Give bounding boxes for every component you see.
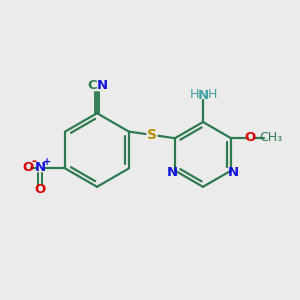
Text: N: N (96, 79, 108, 92)
Text: O: O (244, 131, 256, 144)
Text: C: C (88, 79, 98, 92)
Text: N: N (34, 161, 46, 174)
Text: S: S (147, 128, 157, 142)
Text: CH₃: CH₃ (259, 131, 282, 144)
Text: O: O (23, 161, 34, 174)
Text: H: H (208, 88, 217, 100)
Text: +: + (43, 157, 51, 167)
Text: N: N (167, 166, 178, 178)
Text: N: N (228, 166, 239, 178)
Text: N: N (198, 89, 209, 102)
Text: -: - (32, 155, 37, 168)
Text: O: O (34, 183, 46, 196)
Text: H: H (190, 88, 199, 100)
